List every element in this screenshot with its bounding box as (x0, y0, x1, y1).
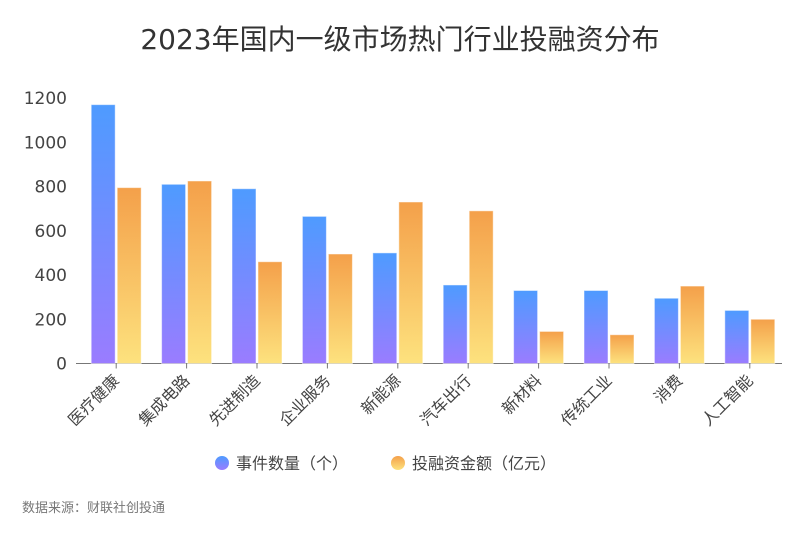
x-tick-label: 新材料 (498, 371, 545, 418)
bar-events (231, 188, 257, 364)
x-tick-label: 传统工业 (557, 371, 616, 430)
bar-events (90, 104, 116, 364)
x-tick-label: 企业服务 (276, 371, 335, 430)
bar-events (583, 289, 609, 364)
bar-events (161, 183, 187, 364)
legend-label: 投融资金额（亿元） (412, 454, 556, 473)
legend-marker (391, 456, 405, 470)
y-tick-label: 400 (35, 266, 67, 286)
x-tick-label: 汽车出行 (416, 371, 475, 430)
x-tick-label: 集成电路 (135, 371, 194, 430)
bar-amount (539, 330, 565, 365)
y-tick-label: 1200 (24, 89, 67, 109)
bar-amount (327, 253, 353, 364)
bar-events (724, 309, 750, 364)
x-tick-label: 先进制造 (205, 371, 264, 430)
y-tick-label: 200 (35, 310, 67, 330)
chart-title: 2023年国内一级市场热门行业投融资分布 (140, 23, 660, 56)
x-tick-label: 新能源 (357, 371, 404, 418)
bar-amount (116, 187, 142, 364)
bar-amount (609, 334, 635, 364)
y-tick-label: 800 (35, 178, 67, 198)
bar-amount (257, 261, 283, 365)
y-tick-label: 1000 (24, 133, 67, 153)
x-tick-label: 医疗健康 (64, 371, 123, 430)
bar-amount (468, 210, 494, 364)
bar-amount (750, 318, 776, 364)
x-tick-label: 人工智能 (698, 371, 757, 430)
y-tick-label: 600 (35, 222, 67, 242)
y-tick-label: 0 (56, 355, 67, 375)
bar-events (513, 289, 539, 364)
legend-label: 事件数量（个） (236, 454, 348, 473)
bar-amount (398, 201, 424, 364)
bar-events (653, 297, 679, 365)
bar-events (372, 252, 398, 364)
x-tick-label: 消费 (650, 371, 686, 407)
data-source: 数据来源：财联社创投通 (22, 501, 166, 516)
bar-events (442, 284, 468, 364)
bar-amount (679, 285, 705, 364)
legend-marker (215, 456, 229, 470)
bar-amount (187, 180, 213, 364)
bar-events (301, 215, 327, 364)
